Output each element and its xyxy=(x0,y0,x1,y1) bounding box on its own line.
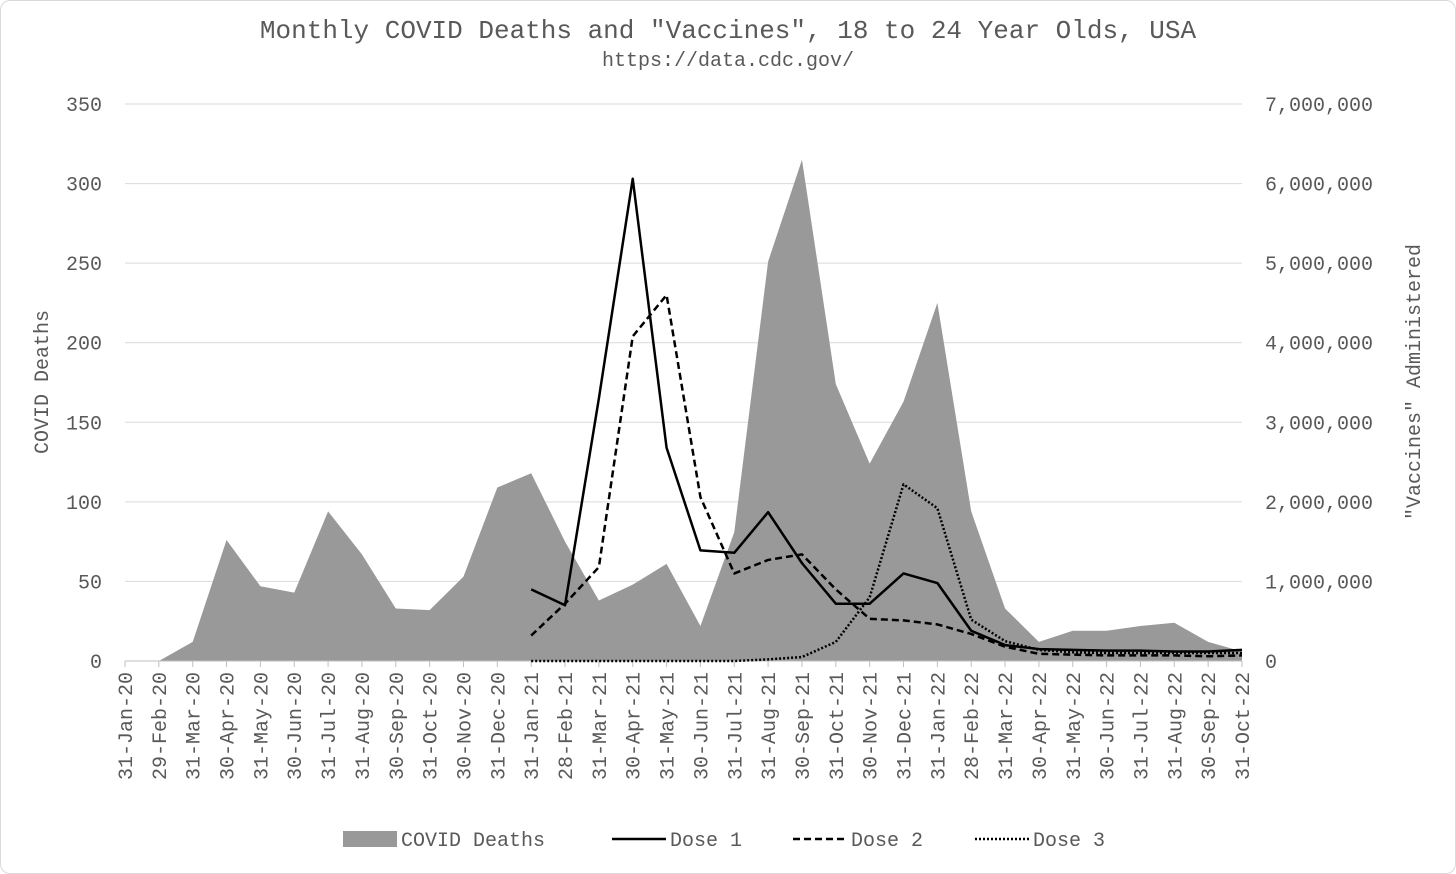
chart-subtitle: https://data.cdc.gov/ xyxy=(601,50,855,73)
legend-label: Dose 1 xyxy=(670,830,742,853)
x-tick-label: 30-Sep-20 xyxy=(387,672,410,780)
y2-tick-label: 0 xyxy=(1265,652,1277,675)
x-tick-label: 31-Mar-20 xyxy=(184,672,207,780)
x-tick-label: 31-Mar-21 xyxy=(590,672,613,780)
x-tick-label: 31-Aug-22 xyxy=(1165,672,1188,780)
legend-swatch xyxy=(343,831,397,847)
x-tick-label: 30-Sep-21 xyxy=(793,672,816,780)
x-tick-label: 30-Apr-21 xyxy=(624,672,647,780)
area-covid-deaths xyxy=(158,159,1242,661)
y-tick-label: 350 xyxy=(66,95,102,118)
x-tick-label: 28-Feb-21 xyxy=(556,672,579,780)
legend: COVID Deaths Dose 1 Dose 2 Dose 3 xyxy=(343,830,1105,853)
x-tick-label: 31-Oct-20 xyxy=(421,672,444,780)
x-tick-label: 30-Nov-21 xyxy=(861,672,884,780)
x-tick-label: 31-Dec-21 xyxy=(895,672,918,780)
y-tick-label: 0 xyxy=(90,652,102,675)
y-tick-label: 100 xyxy=(66,493,102,516)
x-tick-label: 31-May-20 xyxy=(251,672,274,780)
y2-tick-label: 7,000,000 xyxy=(1265,95,1373,118)
x-tick-label: 28-Feb-22 xyxy=(962,672,985,780)
line-series-layer xyxy=(530,177,1243,663)
legend-label: Dose 2 xyxy=(851,830,923,853)
y-axis-label: COVID Deaths xyxy=(32,310,55,454)
x-tick-label: 31-Aug-21 xyxy=(759,672,782,780)
x-tick-label: 31-Dec-20 xyxy=(488,672,511,780)
y-tick-label: 250 xyxy=(66,254,102,277)
x-tick-label: 31-Jan-20 xyxy=(116,672,139,780)
x-tick-label: 31-Oct-21 xyxy=(827,672,850,780)
y2-axis-label: "Vaccines" Administered xyxy=(1404,244,1427,520)
y-tick-label: 300 xyxy=(66,175,102,198)
y-tick-label: 200 xyxy=(66,334,102,357)
x-tick-label: 31-Jul-22 xyxy=(1131,672,1154,780)
tick-labels: 0 50 100 150 200 250 300 350 0 1,000,000 2,000,000… xyxy=(66,95,1373,780)
y2-tick-label: 1,000,000 xyxy=(1265,572,1373,595)
y-tick-label: 50 xyxy=(78,572,102,595)
x-tick-label: 31-May-22 xyxy=(1064,672,1087,780)
line-dose-2 xyxy=(530,293,1243,658)
legend-label: COVID Deaths xyxy=(401,830,545,853)
y-tick-label: 150 xyxy=(66,413,102,436)
x-tick-label: 30-Jun-21 xyxy=(691,672,714,780)
area-series-layer xyxy=(158,159,1242,661)
x-tick-label: 30-Jun-22 xyxy=(1098,672,1121,780)
x-tick-label: 30-Apr-20 xyxy=(218,672,241,780)
x-tick-label: 31-Jul-20 xyxy=(319,672,342,780)
x-tick-label: 31-Jan-21 xyxy=(522,672,545,780)
line-dose-1 xyxy=(530,177,1243,653)
x-tick-label: 31-Mar-22 xyxy=(996,672,1019,780)
x-tick-label: 30-Sep-22 xyxy=(1199,672,1222,780)
legend-label: Dose 3 xyxy=(1033,830,1105,853)
x-tick-label: 29-Feb-20 xyxy=(150,672,173,780)
y2-tick-label: 3,000,000 xyxy=(1265,413,1373,436)
x-tick-label: 31-Aug-20 xyxy=(353,672,376,780)
x-tick-label: 30-Jun-20 xyxy=(285,672,308,780)
x-tick-label: 31-May-21 xyxy=(658,672,681,780)
x-tick-label: 31-Jan-22 xyxy=(928,672,951,780)
y2-tick-label: 5,000,000 xyxy=(1265,254,1373,277)
x-tick-label: 30-Apr-22 xyxy=(1030,672,1053,780)
gridlines xyxy=(125,103,1242,582)
chart-title: Monthly COVID Deaths and "Vaccines", 18 … xyxy=(259,16,1197,46)
x-tick-label: 31-Oct-22 xyxy=(1233,672,1256,780)
x-tick-label: 30-Nov-20 xyxy=(454,672,477,780)
x-tick-label: 31-Jul-21 xyxy=(725,672,748,780)
y2-tick-label: 2,000,000 xyxy=(1265,493,1373,516)
y2-tick-label: 6,000,000 xyxy=(1265,175,1373,198)
y2-tick-label: 4,000,000 xyxy=(1265,334,1373,357)
